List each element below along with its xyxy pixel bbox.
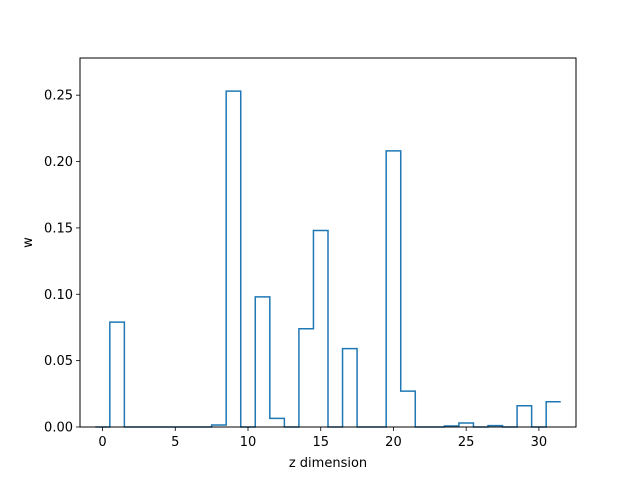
y-axis: 0.00 0.05 0.10 0.15 0.20 0.25 — [44, 89, 80, 436]
y-tick-label: 0.20 — [44, 155, 73, 170]
x-tick-label: 5 — [171, 435, 179, 450]
x-tick-label: 20 — [385, 435, 402, 450]
x-tick-label: 0 — [98, 435, 106, 450]
y-tick-label: 0.00 — [44, 421, 73, 436]
y-tick-label: 0.15 — [44, 221, 73, 236]
y-axis-label: w — [21, 237, 36, 248]
x-axis: 0 5 10 15 20 25 30 — [98, 427, 547, 450]
axes-frame — [79, 57, 577, 428]
y-tick-label: 0.05 — [44, 354, 73, 369]
x-axis-label: z dimension — [289, 456, 367, 471]
y-tick-label: 0.25 — [44, 89, 73, 104]
x-tick-label: 15 — [312, 435, 329, 450]
x-tick-label: 30 — [531, 435, 548, 450]
x-tick-label: 25 — [458, 435, 475, 450]
y-tick-label: 0.10 — [44, 288, 73, 303]
x-tick-label: 10 — [240, 435, 257, 450]
